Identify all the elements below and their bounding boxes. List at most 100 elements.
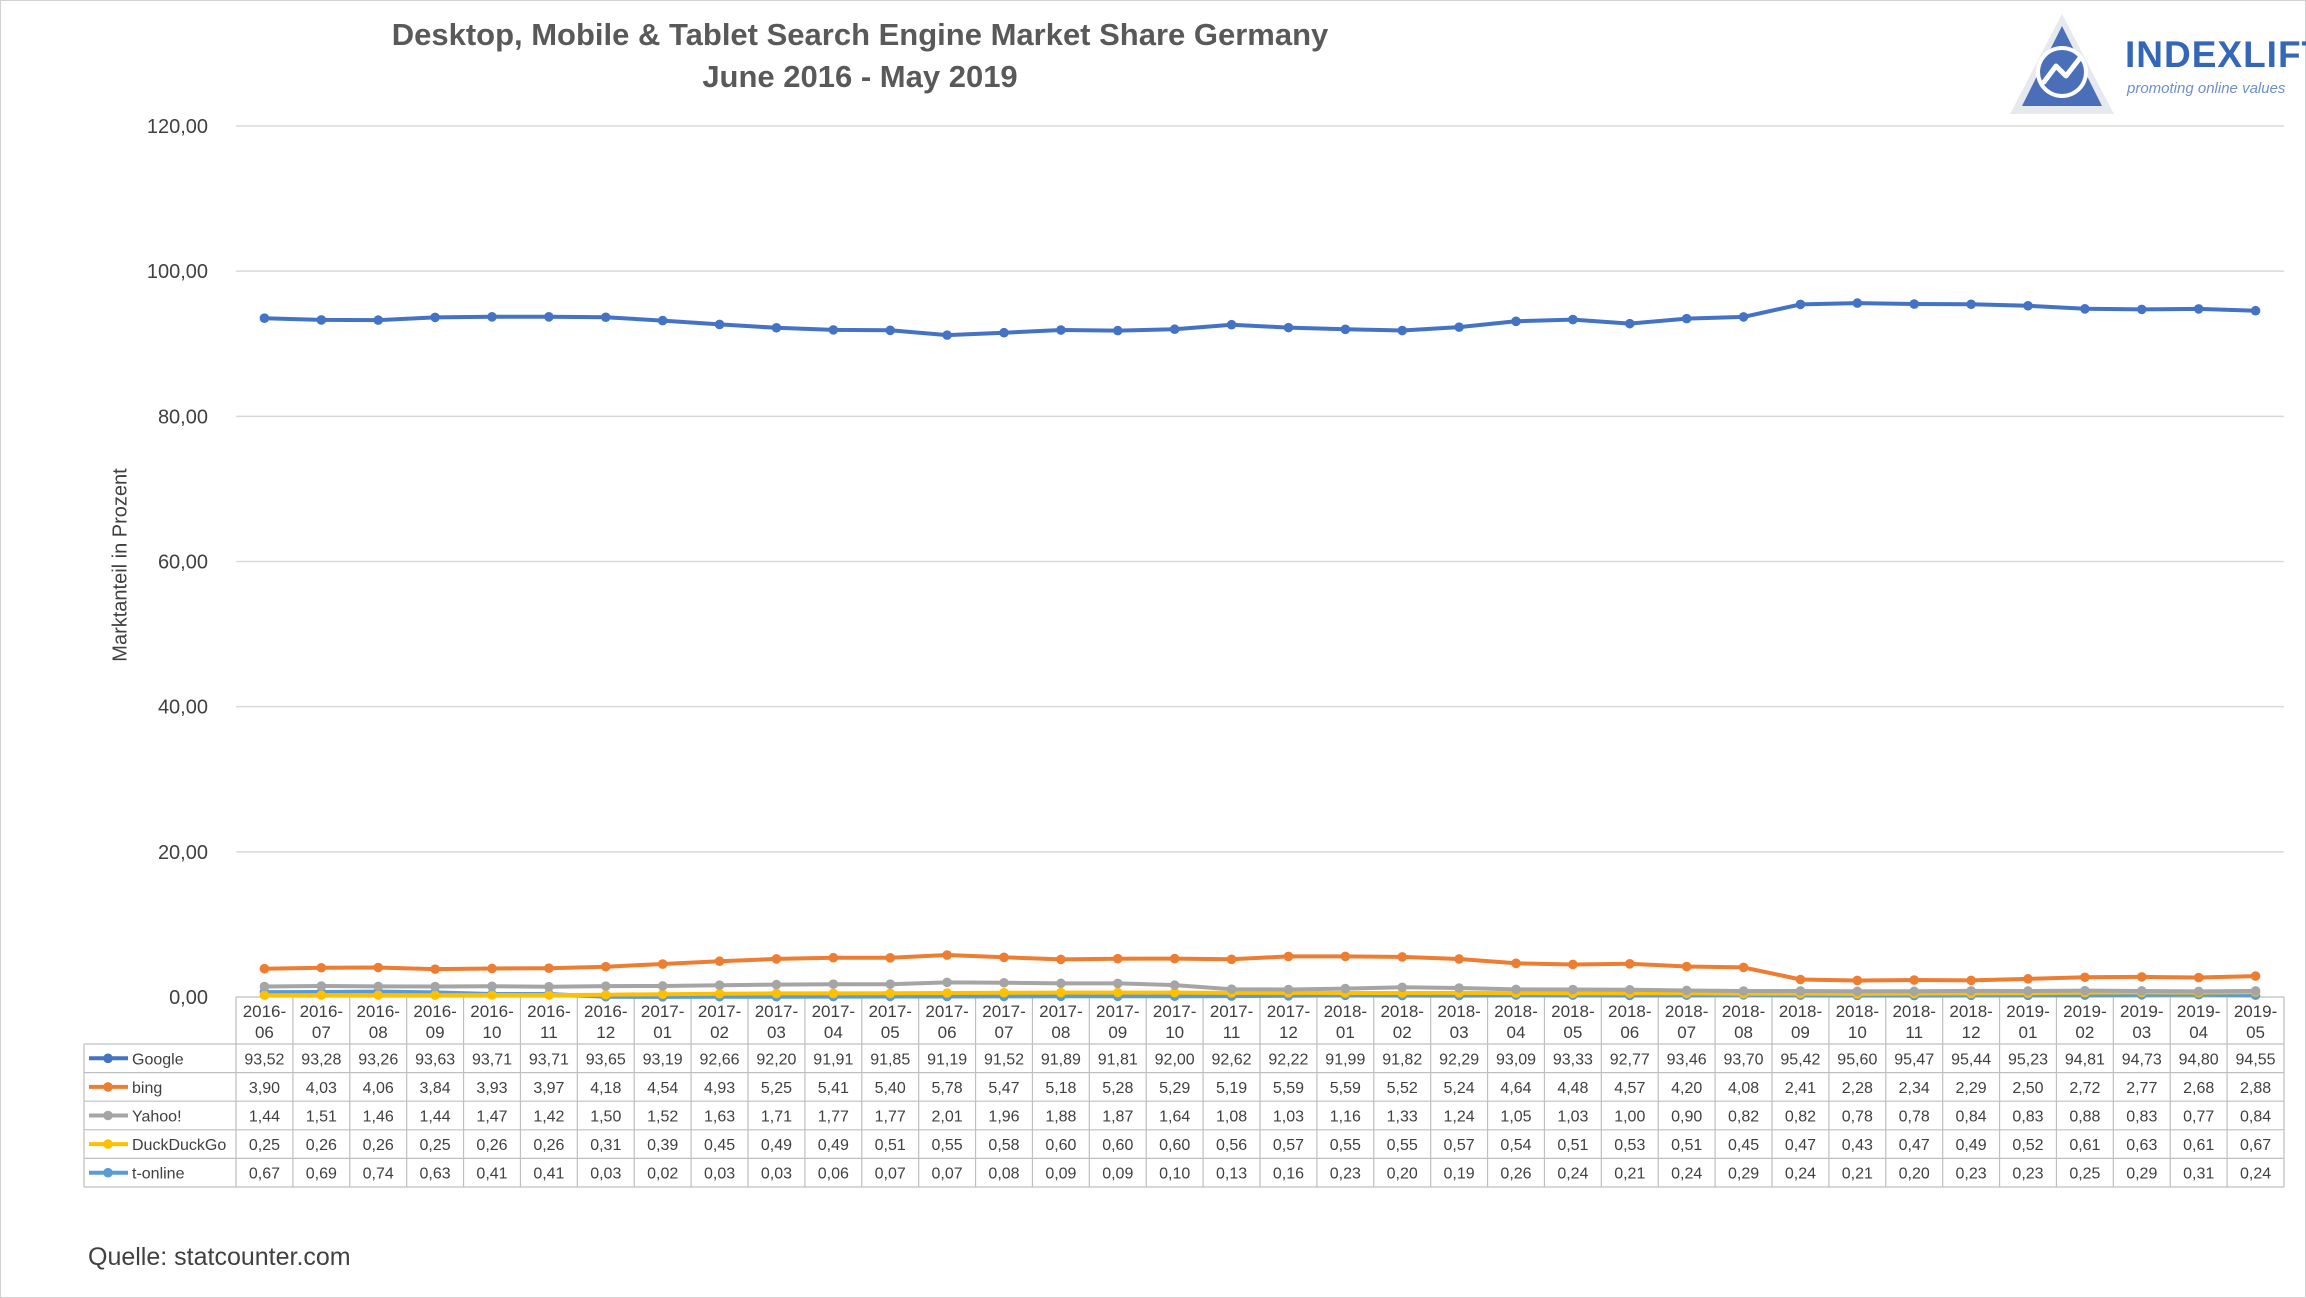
data-label: 0,29 <box>1728 1166 1759 1183</box>
data-label: 0,57 <box>1273 1137 1304 1154</box>
data-point <box>2250 986 2261 996</box>
x-tick-label: 2017- <box>925 1002 968 1021</box>
chart-title-line1: Desktop, Mobile & Tablet Search Engine M… <box>391 17 1329 52</box>
data-point <box>1568 984 1578 995</box>
data-label: 93,71 <box>472 1051 512 1068</box>
data-label: 0,10 <box>1159 1166 1190 1183</box>
x-tick-label: 2018- <box>1779 1002 1822 1021</box>
x-tick-label: 2018- <box>1722 1002 1765 1021</box>
x-tick-label: 10 <box>483 1023 502 1042</box>
data-label: 5,59 <box>1330 1080 1361 1097</box>
data-label: 93,52 <box>244 1051 284 1068</box>
data-point <box>259 963 270 974</box>
x-tick-label: 2017- <box>641 1002 684 1021</box>
data-label: 5,18 <box>1045 1080 1076 1097</box>
data-label: 0,69 <box>306 1166 337 1183</box>
x-tick-label: 03 <box>767 1023 786 1042</box>
data-label: 0,08 <box>988 1166 1019 1183</box>
x-tick-label: 2017- <box>698 1002 741 1021</box>
x-tick-label: 06 <box>1620 1023 1639 1042</box>
data-point <box>373 315 384 325</box>
data-label: 93,33 <box>1553 1051 1593 1068</box>
line-chart: 0,00 20,00 40,00 60,00 80,00 100,00 120,00 2016… <box>83 116 2285 1188</box>
data-point <box>1169 987 1180 998</box>
data-label: 0,51 <box>1557 1137 1588 1154</box>
data-label: 5,59 <box>1273 1080 1304 1097</box>
data-point <box>1397 325 1408 336</box>
data-label: 0,19 <box>1444 1166 1475 1183</box>
data-label: 0,24 <box>1785 1166 1816 1183</box>
x-tick-label: 05 <box>881 1023 900 1042</box>
data-point <box>430 964 440 974</box>
data-label: 94,55 <box>2236 1051 2276 1068</box>
x-tick-label: 2016- <box>356 1002 399 1021</box>
data-point <box>1112 325 1123 336</box>
data-label: 93,71 <box>529 1051 569 1068</box>
data-label: 93,26 <box>358 1051 398 1068</box>
legend-key-marker <box>103 1082 113 1092</box>
data-label: 1,51 <box>306 1109 337 1126</box>
legend-label: Yahoo! <box>132 1109 182 1126</box>
data-point <box>1340 983 1351 994</box>
data-label: 0,13 <box>1216 1166 1247 1183</box>
data-point <box>1056 978 1066 989</box>
data-label: 0,24 <box>1671 1166 1702 1183</box>
data-label: 93,65 <box>586 1051 626 1068</box>
chart-subtitle: June 2016 - May 2019 <box>702 59 1018 94</box>
data-label: 0,56 <box>1216 1137 1247 1154</box>
data-point <box>1340 324 1351 335</box>
data-label: 93,70 <box>1724 1051 1764 1068</box>
data-point <box>2023 986 2033 996</box>
x-tick-label: 2019- <box>2234 1002 2277 1021</box>
data-point <box>1226 984 1237 994</box>
y-tick-label: 0,00 <box>169 987 208 1009</box>
data-point <box>1511 958 1521 969</box>
data-point <box>1283 984 1294 995</box>
data-point <box>487 963 497 974</box>
data-label: 4,48 <box>1557 1080 1588 1097</box>
data-point <box>1795 986 1806 996</box>
data-label: 91,85 <box>870 1051 910 1068</box>
data-label: 1,05 <box>1500 1109 1531 1126</box>
data-label: 95,60 <box>1837 1051 1877 1068</box>
x-tick-label: 01 <box>2019 1023 2038 1042</box>
data-label: 95,44 <box>1951 1051 1991 1068</box>
data-label: 5,25 <box>761 1080 792 1097</box>
data-point <box>1568 959 1578 970</box>
data-point <box>2193 986 2204 997</box>
data-point <box>316 315 327 325</box>
data-label: 0,25 <box>249 1137 280 1154</box>
x-tick-label: 10 <box>1165 1023 1184 1042</box>
data-label: 1,46 <box>363 1109 394 1126</box>
data-point <box>999 327 1009 338</box>
legend-label: t-online <box>132 1166 185 1183</box>
x-tick-label: 10 <box>1848 1023 1867 1042</box>
x-tick-label: 2019- <box>2120 1002 2163 1021</box>
data-label: 0,58 <box>988 1137 1019 1154</box>
data-label: 0,61 <box>2069 1137 2100 1154</box>
data-point <box>1909 299 1920 309</box>
data-label: 0,47 <box>1785 1137 1816 1154</box>
data-label: 1,00 <box>1614 1109 1645 1126</box>
data-point <box>828 325 839 335</box>
data-point <box>373 981 384 992</box>
data-label: 4,18 <box>590 1080 621 1097</box>
data-point <box>600 312 611 323</box>
series-line-bing <box>264 953 2256 983</box>
data-point <box>1795 974 1806 985</box>
logo-tagline: promoting online values <box>2127 80 2286 97</box>
data-point <box>1397 982 1408 993</box>
x-tick-label: 12 <box>596 1023 615 1042</box>
data-point <box>1283 951 1294 962</box>
data-label: 0,25 <box>2069 1166 2100 1183</box>
data-label: 95,23 <box>2008 1051 2048 1068</box>
data-label: 95,42 <box>1780 1051 1820 1068</box>
x-tick-label: 07 <box>312 1023 331 1042</box>
x-tick-label: 2017- <box>812 1002 855 1021</box>
y-tick-label: 80,00 <box>158 406 208 428</box>
x-tick-label: 02 <box>2075 1023 2094 1042</box>
data-point <box>828 979 839 989</box>
data-point <box>714 988 725 999</box>
indexlift-logo: INDEXLIFT promoting online values <box>2006 10 2306 120</box>
data-point <box>1966 986 1976 996</box>
